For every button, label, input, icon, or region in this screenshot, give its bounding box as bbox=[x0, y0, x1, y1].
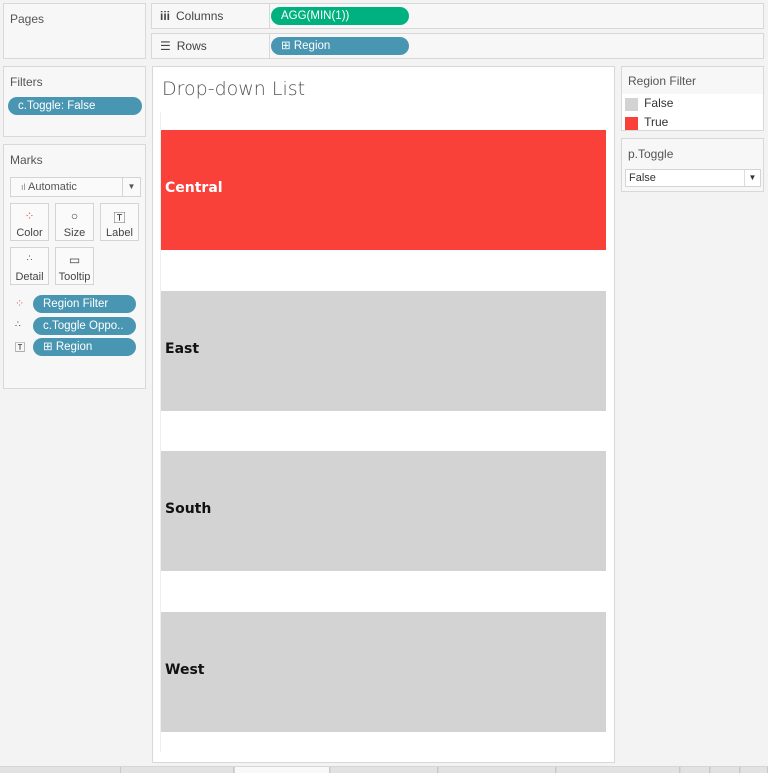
sheet-tab[interactable] bbox=[121, 767, 234, 773]
swatch bbox=[625, 116, 638, 130]
detail-icon: ∴ bbox=[15, 319, 21, 329]
rows-label: Rows bbox=[176, 39, 207, 53]
filter-pill[interactable]: c.Toggle: False bbox=[8, 97, 142, 115]
legend-panel: Region Filter False True bbox=[621, 66, 764, 131]
sheet-tab[interactable] bbox=[439, 767, 556, 773]
detail-button[interactable]: ∴ Detail bbox=[10, 247, 49, 285]
filters-title: Filters bbox=[10, 75, 43, 89]
bar-south[interactable]: South bbox=[161, 451, 606, 572]
columns-label: Columns bbox=[176, 9, 224, 23]
columns-pill[interactable]: AGG(MIN(1)) bbox=[271, 7, 409, 25]
pages-panel: Pages bbox=[3, 3, 146, 59]
parameter-panel: p.Toggle False ▼ bbox=[621, 138, 764, 192]
view-title: Drop-down List bbox=[162, 78, 306, 100]
parameter-dropdown[interactable]: False ▼ bbox=[625, 169, 761, 187]
label-icon: 🅃 bbox=[15, 343, 25, 354]
rows-pill[interactable]: ⊞ Region bbox=[271, 37, 409, 55]
tooltip-icon: ▭ bbox=[68, 253, 81, 267]
size-icon: ○ bbox=[70, 209, 79, 223]
color-icon: ⁘ bbox=[24, 209, 35, 223]
legend-item-false[interactable]: False bbox=[625, 96, 673, 111]
rows-shelf[interactable]: ☰ Rows ⊞ Region bbox=[151, 33, 764, 59]
bar-chart-icon: ıl bbox=[21, 182, 29, 192]
legend-title: Region Filter bbox=[628, 74, 697, 88]
tooltip-button[interactable]: ▭ Tooltip bbox=[55, 247, 94, 285]
chevron-down-icon: ▼ bbox=[744, 170, 760, 186]
bar-label: West bbox=[165, 662, 205, 679]
sheet-tab[interactable] bbox=[711, 767, 740, 773]
sheet-tab[interactable] bbox=[681, 767, 710, 773]
pages-title: Pages bbox=[10, 12, 45, 26]
sheet-tab[interactable] bbox=[741, 767, 768, 773]
columns-shelf[interactable]: iii Columns AGG(MIN(1)) bbox=[151, 3, 764, 29]
filters-panel: Filters c.Toggle: False bbox=[3, 66, 146, 137]
mark-type-dropdown[interactable]: ıl Automatic ▼ bbox=[10, 177, 141, 197]
bar-central[interactable]: Central bbox=[161, 130, 606, 250]
sheet-tab-active[interactable] bbox=[235, 767, 330, 773]
detail-icon: ∴ bbox=[26, 253, 33, 263]
label-button[interactable]: 🅃 Label bbox=[100, 203, 139, 241]
marks-field-region[interactable]: ⊞ Region bbox=[33, 338, 136, 356]
marks-field-toggle[interactable]: c.Toggle Oppo.. bbox=[33, 317, 136, 335]
marks-field-region-filter[interactable]: Region Filter bbox=[33, 295, 136, 313]
color-icon: ⁘ bbox=[15, 298, 25, 310]
marks-title: Marks bbox=[10, 153, 43, 167]
bar-label: South bbox=[165, 501, 212, 518]
legend-item-true[interactable]: True bbox=[625, 115, 668, 130]
axis-line bbox=[160, 112, 161, 752]
expand-icon: ⊞ bbox=[281, 40, 294, 52]
columns-icon: iii bbox=[160, 9, 171, 23]
expand-icon: ⊞ bbox=[43, 341, 56, 353]
swatch bbox=[625, 97, 638, 111]
label-icon: 🅃 bbox=[113, 211, 126, 225]
bar-west[interactable]: West bbox=[161, 612, 606, 733]
chevron-down-icon: ▼ bbox=[122, 178, 140, 196]
sheet-tab[interactable] bbox=[0, 767, 121, 773]
parameter-title: p.Toggle bbox=[628, 147, 674, 161]
size-button[interactable]: ○ Size bbox=[55, 203, 94, 241]
color-button[interactable]: ⁘ Color bbox=[10, 203, 49, 241]
sheet-tab[interactable] bbox=[557, 767, 680, 773]
bar-east[interactable]: East bbox=[161, 290, 606, 411]
bar-label: East bbox=[165, 340, 200, 357]
rows-icon: ☰ bbox=[160, 39, 171, 53]
bar-label: Central bbox=[165, 180, 223, 196]
marks-panel: Marks ıl Automatic ▼ ⁘ Color ○ Size 🅃 Label… bbox=[3, 144, 146, 389]
sheet-tab[interactable] bbox=[331, 767, 438, 773]
